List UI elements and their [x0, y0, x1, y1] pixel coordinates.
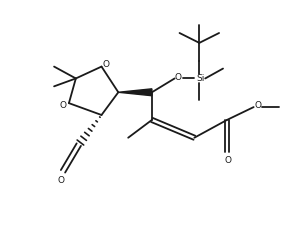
Text: O: O: [174, 73, 181, 82]
Text: O: O: [103, 60, 110, 69]
Text: O: O: [224, 156, 231, 165]
Polygon shape: [118, 89, 152, 96]
Text: O: O: [59, 101, 67, 110]
Text: Si: Si: [196, 74, 205, 83]
Text: O: O: [254, 101, 261, 110]
Text: O: O: [57, 176, 65, 185]
